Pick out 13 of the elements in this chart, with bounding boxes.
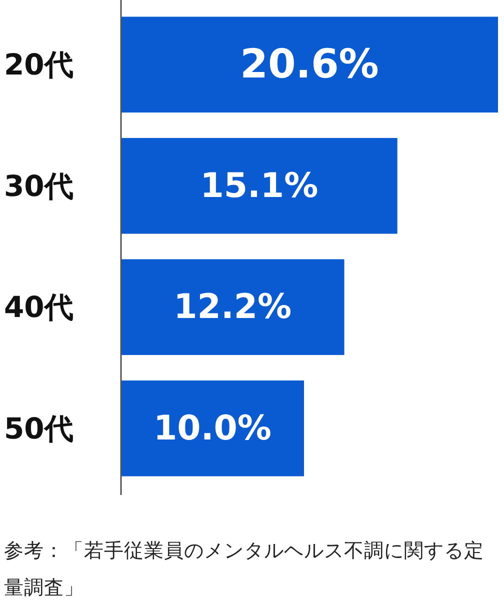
- bar: [121, 259, 344, 356]
- data-label: 12.2%: [174, 287, 292, 328]
- y-tick-label: 30代: [4, 168, 74, 203]
- y-tick-label: 20代: [4, 48, 74, 82]
- bar: [121, 16, 498, 113]
- data-label: 15.1%: [200, 166, 318, 206]
- bar: [121, 138, 398, 234]
- text: 参考：「若手従業員のメンタルヘルス不調に関する定量調査」: [4, 538, 485, 601]
- bar: [121, 380, 304, 476]
- data-label: 10.0%: [154, 408, 272, 448]
- data-label: 20.6%: [240, 42, 379, 88]
- y-tick-label: 50代: [4, 411, 74, 446]
- y-tick-label: 40代: [4, 290, 74, 324]
